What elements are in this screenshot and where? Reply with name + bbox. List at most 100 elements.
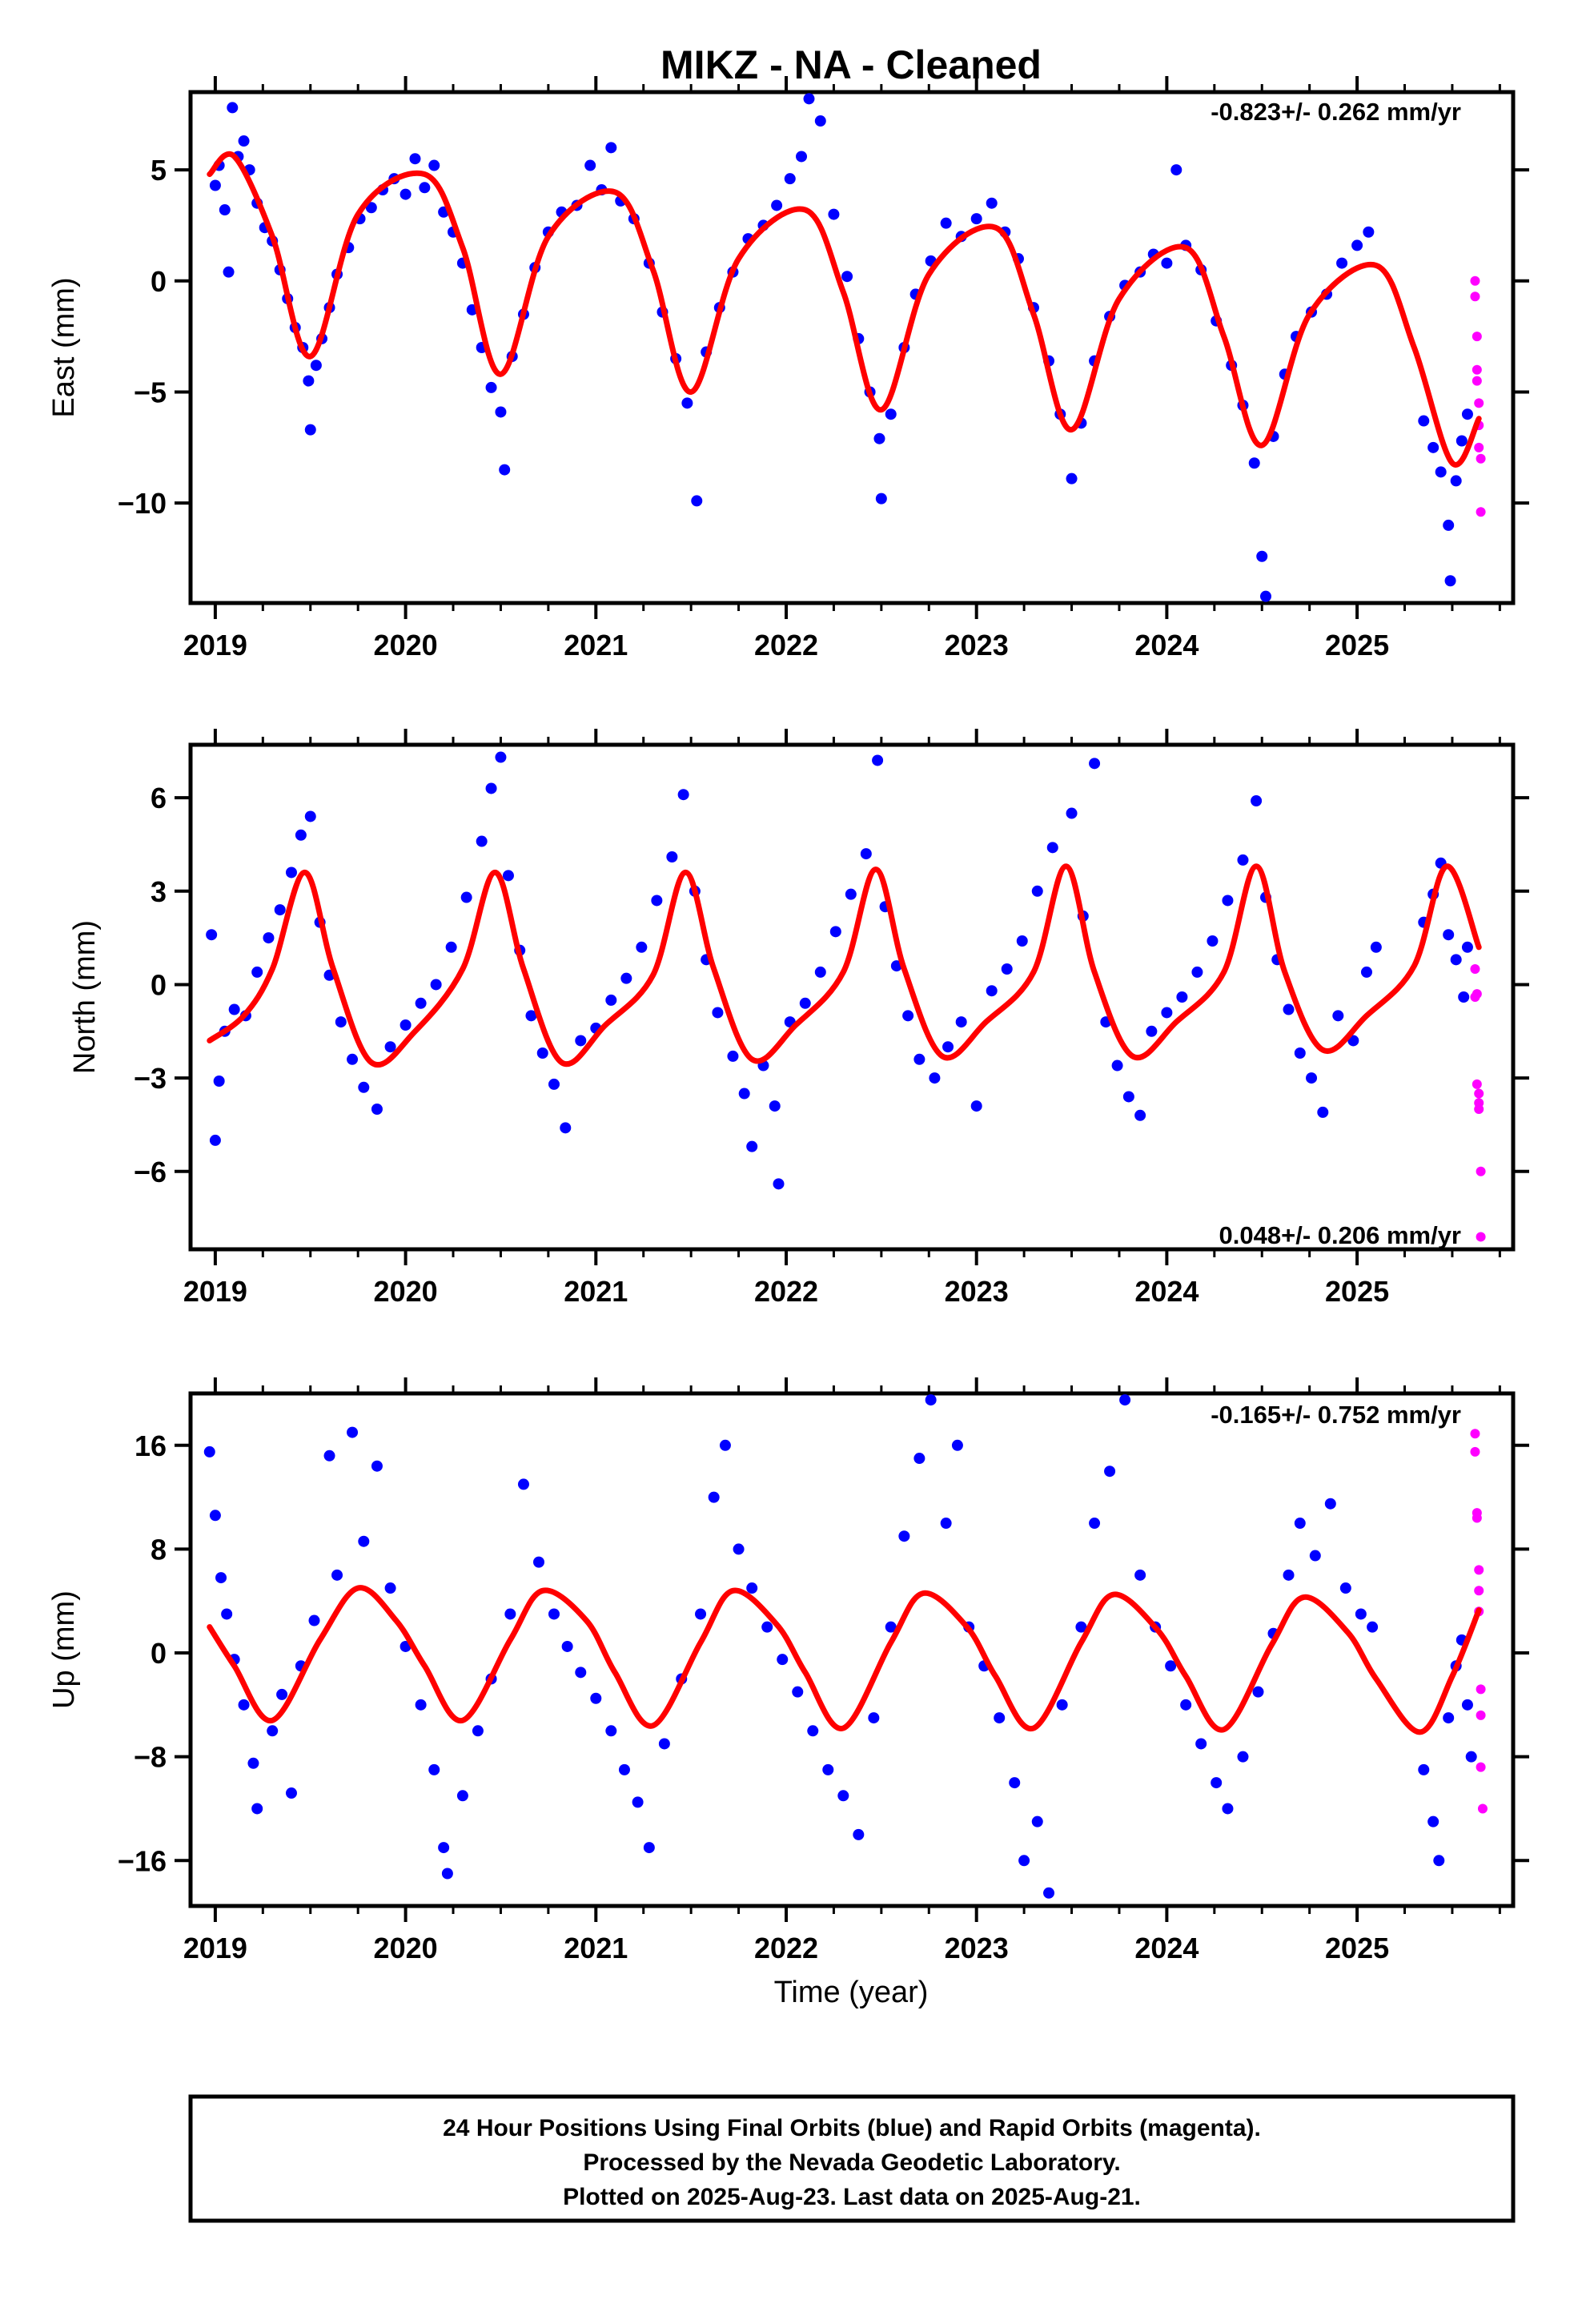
final-orbit-point	[575, 1667, 587, 1679]
final-orbit-point	[994, 1712, 1006, 1724]
final-orbit-point	[1456, 435, 1468, 447]
final-orbit-point	[1418, 1763, 1430, 1775]
rapid-orbit-point	[1476, 1710, 1486, 1720]
final-orbit-point	[215, 1572, 227, 1584]
x-tick-label: 2025	[1325, 1932, 1389, 1964]
final-orbit-point	[1176, 991, 1188, 1003]
final-orbit-point	[575, 1035, 587, 1047]
final-orbit-point	[502, 870, 514, 882]
final-orbit-point	[1222, 895, 1234, 907]
final-orbit-point	[419, 182, 431, 194]
final-orbit-point	[228, 1003, 240, 1015]
x-tick-label: 2023	[945, 1275, 1009, 1308]
final-orbit-point	[733, 1543, 745, 1555]
x-tick-label: 2021	[564, 1275, 628, 1308]
final-orbit-point	[251, 966, 263, 978]
x-tick-label: 2024	[1134, 1932, 1199, 1964]
final-orbit-point	[902, 1010, 914, 1022]
final-orbit-point	[304, 424, 316, 436]
final-orbit-point	[1016, 935, 1028, 947]
final-orbit-point	[1309, 1550, 1321, 1562]
final-orbit-point	[415, 1699, 427, 1711]
y-tick-label: 0	[151, 968, 167, 1001]
final-orbit-point	[384, 1582, 396, 1594]
final-orbit-point	[1370, 941, 1382, 953]
plot-area	[207, 93, 1486, 602]
final-orbit-point	[738, 1088, 750, 1100]
final-orbit-point	[1367, 1621, 1379, 1633]
final-orbit-point	[913, 1453, 926, 1465]
rapid-orbit-point	[1472, 364, 1482, 375]
final-orbit-point	[438, 1842, 450, 1854]
final-orbit-point	[695, 1608, 707, 1620]
final-orbit-point	[409, 153, 421, 165]
y-axis-label: East (mm)	[47, 277, 81, 417]
final-orbit-point	[209, 179, 221, 191]
final-orbit-point	[1444, 575, 1456, 587]
velocity-annotation: 0.048+/- 0.206 mm/yr	[1219, 1221, 1461, 1249]
final-orbit-point	[285, 1787, 297, 1799]
final-orbit-point	[1134, 1109, 1146, 1121]
plot-area	[206, 751, 1486, 1242]
final-orbit-point	[400, 1019, 412, 1031]
final-orbit-point	[792, 1686, 804, 1698]
rapid-orbit-point	[1470, 275, 1480, 286]
final-orbit-point	[504, 1608, 516, 1620]
final-orbit-point	[1191, 966, 1203, 978]
final-orbit-point	[796, 151, 808, 163]
rapid-orbit-point	[1476, 507, 1486, 517]
final-orbit-point	[495, 406, 507, 418]
final-orbit-point	[814, 115, 826, 127]
final-orbit-point	[1089, 758, 1101, 770]
final-orbit-point	[681, 397, 693, 409]
final-orbit-point	[1165, 1660, 1177, 1672]
final-orbit-point	[890, 960, 902, 972]
final-orbit-point	[1360, 966, 1372, 978]
final-orbit-point	[1195, 1738, 1207, 1750]
footer-frame	[188, 2094, 1516, 2223]
final-orbit-point	[885, 408, 897, 420]
final-orbit-point	[1351, 239, 1363, 251]
final-orbit-point	[1458, 991, 1470, 1003]
final-orbit-point	[940, 217, 952, 229]
final-orbit-point	[691, 495, 703, 507]
final-orbit-point	[913, 1053, 926, 1065]
rapid-orbit-point	[1472, 332, 1482, 342]
final-orbit-point	[784, 173, 796, 185]
final-orbit-point	[285, 866, 297, 879]
final-orbit-point	[970, 213, 982, 225]
x-tick-label: 2020	[374, 1275, 438, 1308]
final-orbit-point	[1306, 1072, 1318, 1084]
final-orbit-point	[1237, 1751, 1249, 1763]
x-tick-label: 2023	[945, 629, 1009, 661]
final-orbit-point	[1418, 415, 1430, 427]
rapid-orbit-point	[1472, 376, 1482, 386]
final-orbit-point	[677, 789, 689, 801]
final-orbit-point	[746, 1140, 758, 1152]
rapid-orbit-point	[1474, 398, 1484, 408]
final-orbit-point	[771, 199, 783, 211]
plot-frame	[188, 742, 1516, 1252]
final-orbit-point	[1009, 1777, 1021, 1789]
x-tick-label: 2024	[1134, 629, 1199, 661]
x-axis-label: Time (year)	[774, 1976, 929, 2009]
rapid-orbit-point	[1477, 1803, 1488, 1814]
final-orbit-point	[605, 994, 617, 1006]
final-orbit-point	[1450, 954, 1462, 966]
final-orbit-point	[1122, 1091, 1134, 1103]
rapid-orbit-point	[1474, 1088, 1484, 1099]
y-tick-label: 0	[151, 265, 167, 298]
final-orbit-point	[708, 1491, 720, 1503]
x-tick-label: 2020	[374, 1932, 438, 1964]
final-orbit-point	[365, 202, 377, 214]
final-orbit-point	[651, 895, 663, 907]
final-orbit-point	[1317, 1106, 1329, 1118]
final-orbit-point	[428, 159, 440, 171]
final-orbit-point	[430, 979, 442, 991]
final-orbit-point	[1256, 550, 1268, 562]
final-orbit-point	[1294, 1518, 1306, 1530]
final-orbit-point	[276, 1688, 288, 1700]
final-orbit-point	[807, 1725, 819, 1737]
velocity-annotation: -0.165+/- 0.752 mm/yr	[1211, 1401, 1461, 1429]
x-tick-label: 2023	[945, 1932, 1009, 1964]
